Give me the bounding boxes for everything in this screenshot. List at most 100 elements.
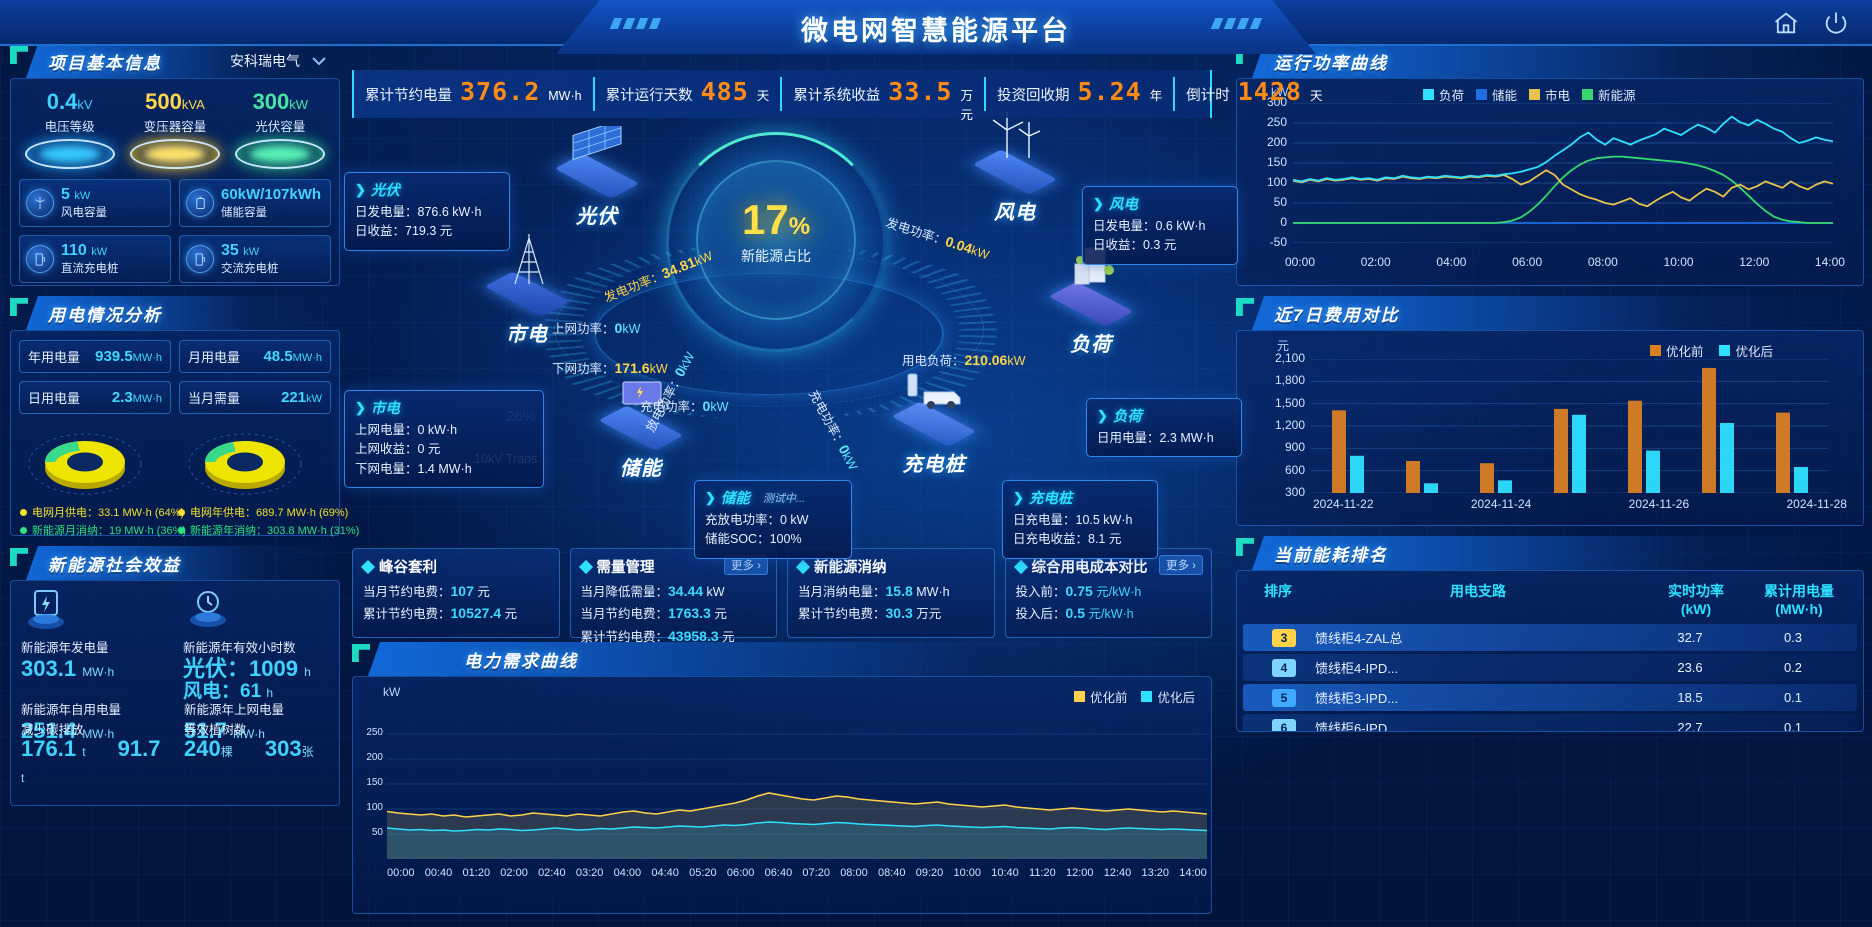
project-selector-value[interactable]: 安科瑞电气 xyxy=(230,53,300,69)
panel-body-usage: 年用电量 939.5MW·h 月用电量 48.5MW·h 日用电量 2.3MW·… xyxy=(10,330,359,537)
cost-x-tick: 2024-11-26 xyxy=(1628,497,1690,511)
accumulated-energy: 0.3 xyxy=(1783,630,1803,645)
infobox-charger: ❯ 充电桩 日充电量：10.5 kW·h 日充电收益：8.1 元 xyxy=(1002,480,1158,559)
cost-y-tick: 1,200 xyxy=(1274,418,1305,432)
cost-x-tick: 2024-11-24 xyxy=(1470,497,1532,511)
realtime-power: 18.5 xyxy=(1677,690,1703,705)
table-row[interactable]: 6 馈线柜6-IPD 22.7 0.1 xyxy=(1243,714,1857,732)
page-title: 微电网智慧能源平台 xyxy=(801,16,1071,46)
panel-header-demand: 电力需求曲线 xyxy=(352,642,1212,676)
chevron-right-icon: ❯ xyxy=(705,489,716,505)
cost-y-tick: 300 xyxy=(1284,485,1305,499)
power-y-tick: 50 xyxy=(1273,195,1287,209)
demand-x-tick: 10:40 xyxy=(991,867,1019,879)
power-icon[interactable] xyxy=(1822,9,1850,37)
legend-dot-newenergy xyxy=(178,526,185,534)
demand-x-tick: 09:20 xyxy=(915,867,944,879)
demand-x-tick: 06:00 xyxy=(726,867,755,879)
demand-x-tick: 08:00 xyxy=(840,867,868,879)
usage-card-demand[interactable]: 当月需量 221kW xyxy=(179,381,331,414)
power-x-ticks: 00:00 02:00 04:00 06:00 08:00 10:00 12:00 14:00 xyxy=(1277,255,1849,269)
demand-x-tick: 12:40 xyxy=(1103,867,1132,879)
capacity-card-dc-charger[interactable]: 110 kW 直流充电桩 xyxy=(19,235,171,283)
usage-card-year[interactable]: 年用电量 939.5MW·h xyxy=(19,340,171,373)
usage-card-month[interactable]: 月用电量 48.5MW·h xyxy=(179,340,331,373)
card-marker-icon xyxy=(360,559,376,574)
battery-charge-icon xyxy=(21,589,73,635)
demand-x-tick: 10:00 xyxy=(953,867,982,879)
cost-y-tick: 600 xyxy=(1284,462,1305,477)
panel-header-power: 运行功率曲线 xyxy=(1236,44,1864,78)
node-grid[interactable]: 市电 xyxy=(452,234,602,347)
demand-x-tick: 12:00 xyxy=(1065,867,1094,879)
node-pv[interactable]: 光伏 xyxy=(522,126,672,229)
header-actions xyxy=(1772,9,1850,37)
accumulated-energy: 0.1 xyxy=(1783,690,1803,705)
capacity-card-ac-charger[interactable]: 35 kW 交流充电桩 xyxy=(179,235,331,283)
demand-x-tick: 02:40 xyxy=(538,867,566,879)
pylon-icon xyxy=(479,234,575,317)
panel-body-benefit: 新能源年发电量 303.1 MW·h 新能源年有效小时数 光伏：1009 h xyxy=(10,580,340,806)
charger-icon xyxy=(26,245,54,273)
ev-charger-icon xyxy=(886,373,982,447)
panel-social-benefit: 新能源社会效益 新能源年发电量 303.1 MW·h xyxy=(10,546,340,806)
infobox-storage: ❯ 储能 测试中... 充放电功率：0 kW 储能SOC：100% xyxy=(694,480,852,559)
table-row[interactable]: 5 馈线柜3-IPD... 18.5 0.1 xyxy=(1243,684,1857,711)
more-button-cost[interactable]: 更多 › xyxy=(1158,555,1203,575)
demand-x-tick: 04:40 xyxy=(651,867,679,879)
power-x-tick: 08:00 xyxy=(1587,255,1618,269)
accumulated-energy: 0.1 xyxy=(1783,720,1803,732)
branch-name: 馈线柜3-IPD... xyxy=(1315,691,1399,706)
infobox-wind: ❯ 风电 日发电量：0.6 kW·h 日收益：0.3 元 xyxy=(1082,186,1238,265)
metric-disc-icon xyxy=(129,139,220,169)
panel-cost-compare: 近7日费用对比 元 优化前 优化后 2,100 1,800 1,500 1,200 90… xyxy=(1236,296,1864,526)
node-wind[interactable]: 风电 xyxy=(940,112,1090,225)
panel-header-ranking: 当前能耗排名 xyxy=(1236,536,1864,570)
cost-y-tick: 2,100 xyxy=(1274,351,1305,365)
ranking-header-row: 排序 用电支路 实时功率 (kW) 累计用电量 (MW·h) xyxy=(1237,571,1863,621)
mid-summary-cards: 峰谷套利 当月节约电费：107 元 累计节约电费：10527.4 元 需量管理 … xyxy=(352,548,1212,644)
panel-title-ranking: 当前能耗排名 xyxy=(1274,545,1388,565)
node-load[interactable]: 负荷 xyxy=(1016,247,1166,357)
legend-swatch-load xyxy=(1423,89,1434,100)
node-storage[interactable]: 储能 xyxy=(566,381,716,481)
chevron-right-icon: ❯ xyxy=(1097,407,1108,423)
legend-dot-grid xyxy=(178,508,185,516)
capacity-cards: 5 kW 风电容量 60kW/107kWh 储能容量 xyxy=(11,173,339,293)
capacity-card-storage[interactable]: 60kW/107kWh 储能容量 xyxy=(179,179,331,227)
panel-power-curve: 运行功率曲线 kW 负荷 储能 市电 新能源 300 250 200 150 100 50… xyxy=(1236,44,1864,286)
chevron-down-icon[interactable] xyxy=(312,56,326,66)
kpi-payback-period: 投资回收期 5.24 年 xyxy=(986,77,1176,111)
usage-donut-charts xyxy=(11,418,339,500)
accumulated-energy: 0.2 xyxy=(1783,660,1803,675)
legend-swatch-after xyxy=(1719,345,1731,356)
legend-swatch-before xyxy=(1649,345,1661,356)
table-row[interactable]: 3 馈线柜4-ZAL总 32.7 0.3 xyxy=(1243,624,1857,651)
capacity-card-wind[interactable]: 5 kW 风电容量 xyxy=(19,179,171,227)
panel-flag-icon xyxy=(1236,538,1254,556)
panel-flag-icon xyxy=(1236,298,1254,316)
legend-swatch-grid xyxy=(1529,89,1541,100)
card-cost-comparison: 综合用电成本对比 更多 › 投入前：0.75 元/kW·h 投入后：0.5 元/… xyxy=(1004,548,1212,638)
kpi-running-days: 累计运行天数 485 天 xyxy=(595,77,783,111)
home-icon[interactable] xyxy=(1772,9,1800,37)
panel-body-cost: 元 优化前 优化后 2,100 1,800 1,500 1,200 900 600 300 … xyxy=(1236,330,1864,526)
header-center-plate xyxy=(556,0,1316,54)
kpi-system-revenue: 累计系统收益 33.5 万元 xyxy=(782,77,986,122)
card-marker-icon xyxy=(578,559,593,574)
flow-charge-power: 充电功率：0kW xyxy=(640,398,729,414)
demand-x-tick: 00:40 xyxy=(424,867,453,879)
card-marker-icon xyxy=(795,559,811,574)
table-row[interactable]: 4 馈线柜4-IPD... 23.6 0.2 xyxy=(1243,654,1857,681)
usage-card-day[interactable]: 日用电量 2.3MW·h xyxy=(19,381,171,414)
power-x-tick: 14:00 xyxy=(1814,255,1845,269)
node-ev-charger[interactable]: 充电桩 xyxy=(854,373,1014,477)
chevron-right-icon: ❯ xyxy=(355,181,366,197)
infobox-load: ❯ 负荷 日用电量：2.3 MW·h xyxy=(1086,398,1242,458)
power-y-tick: 150 xyxy=(1266,155,1287,169)
project-top-metrics: 0.4kV 电压等级 500kVA 变压器容量 300kW 光伏容量 xyxy=(11,79,339,173)
demand-curve-svg xyxy=(387,733,1207,859)
flow-load-power: 用电负荷：210.06kW xyxy=(902,352,1026,368)
power-x-tick: 06:00 xyxy=(1512,255,1543,269)
demand-x-tick: 03:20 xyxy=(575,867,604,879)
